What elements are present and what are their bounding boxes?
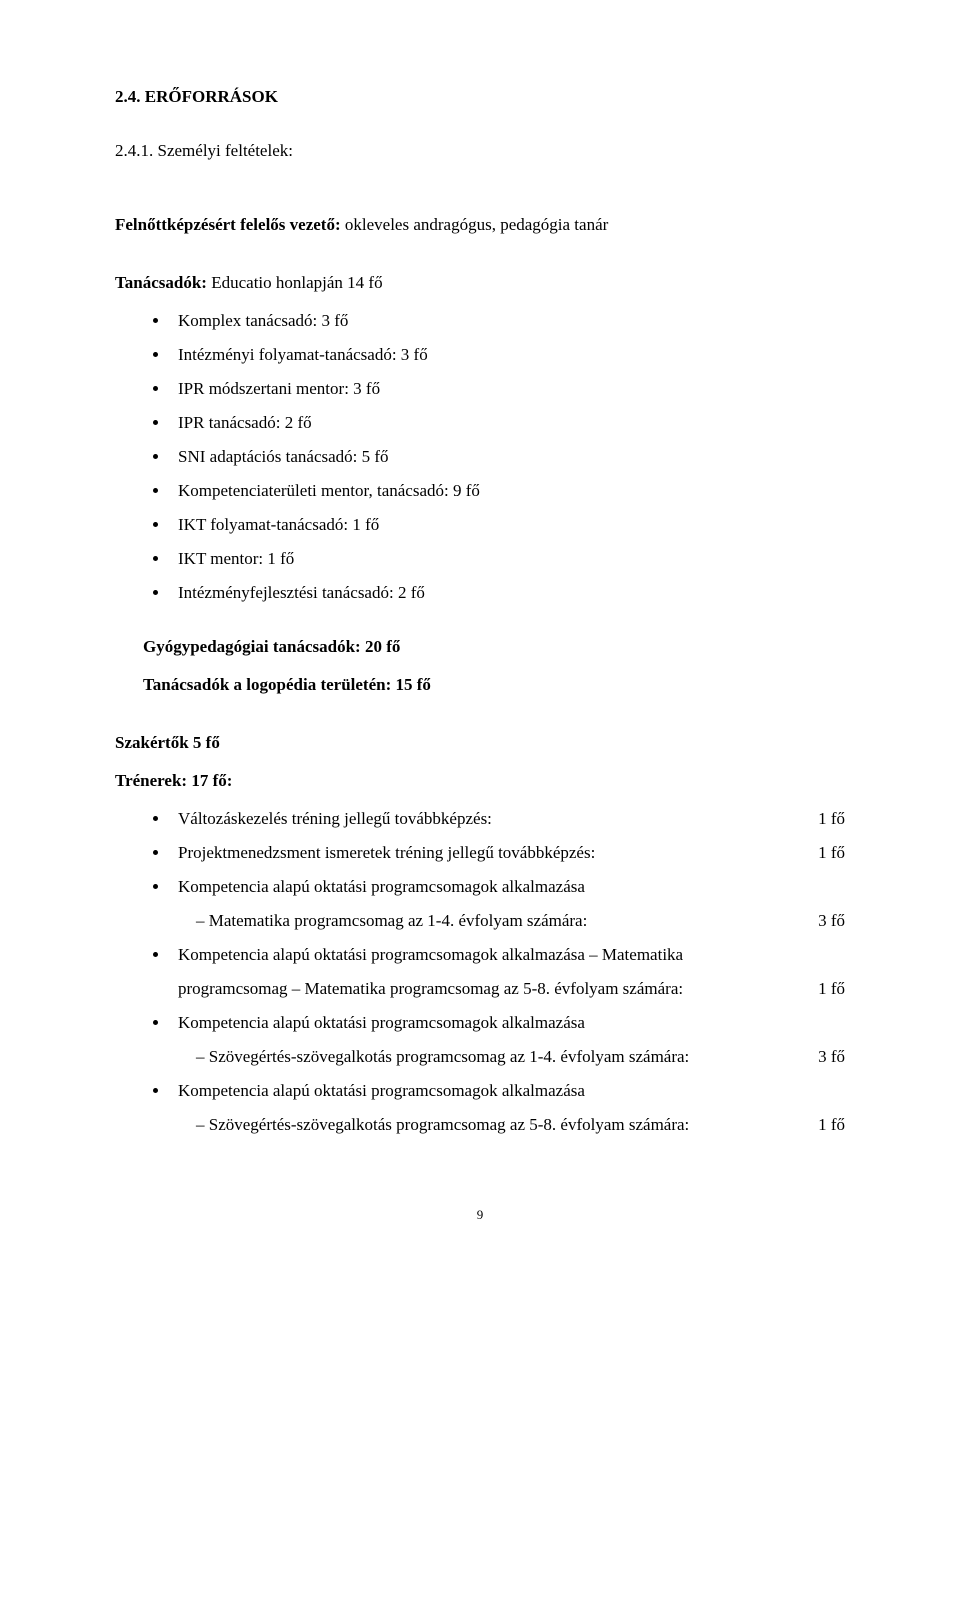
list-item: Intézményfejlesztési tanácsadó: 2 fő bbox=[170, 576, 845, 610]
spacer bbox=[115, 706, 845, 726]
item-count: 1 fő bbox=[798, 836, 845, 870]
list-item: Kompetencia alapú oktatási programcsomag… bbox=[170, 1074, 845, 1142]
list-item: Kompetencia alapú oktatási programcsomag… bbox=[170, 870, 845, 938]
item-count: 1 fő bbox=[798, 802, 845, 836]
list-item: IPR módszertani mentor: 3 fő bbox=[170, 372, 845, 406]
item-text: Változáskezelés tréning jellegű továbbké… bbox=[178, 802, 798, 836]
item-subrow: – Szövegértés-szövegalkotás programcsoma… bbox=[196, 1108, 845, 1142]
list-item: Komplex tanácsadó: 3 fő bbox=[170, 304, 845, 338]
logopedia-line: Tanácsadók a logopédia területén: 15 fő bbox=[143, 668, 845, 702]
lead-label: Felnőttképzésért felelős vezető: bbox=[115, 215, 341, 234]
sub-text: programcsomag – Matematika programcsomag… bbox=[178, 972, 798, 1006]
tanacsadok-label: Tanácsadók: bbox=[115, 273, 207, 292]
spacer bbox=[115, 246, 845, 266]
item-text: Projektmenedzsment ismeretek tréning jel… bbox=[178, 836, 798, 870]
list-item: IKT folyamat-tanácsadó: 1 fő bbox=[170, 508, 845, 542]
list-item: Kompetenciaterületi mentor, tanácsadó: 9… bbox=[170, 474, 845, 508]
item-subrow: programcsomag – Matematika programcsomag… bbox=[178, 972, 845, 1006]
item-text: Kompetencia alapú oktatási programcsomag… bbox=[178, 1074, 845, 1108]
sub-count: 1 fő bbox=[798, 1108, 845, 1142]
lead-value: okleveles andragógus, pedagógia tanár bbox=[345, 215, 608, 234]
trenerek-list: Változáskezelés tréning jellegű továbbké… bbox=[115, 802, 845, 1142]
list-item: Változáskezelés tréning jellegű továbbké… bbox=[170, 802, 845, 836]
subsection-heading: 2.4.1. Személyi feltételek: bbox=[115, 134, 845, 168]
sub-count: 3 fő bbox=[798, 1040, 845, 1074]
document-page: 2.4. ERŐFORRÁSOK 2.4.1. Személyi feltéte… bbox=[0, 0, 960, 1268]
trenerek-heading: Trénerek: 17 fő: bbox=[115, 764, 845, 798]
sub-count: 1 fő bbox=[798, 972, 845, 1006]
list-item: Kompetencia alapú oktatási programcsomag… bbox=[170, 1006, 845, 1074]
tanacsadok-value: Educatio honlapján 14 fő bbox=[211, 273, 382, 292]
item-row: Projektmenedzsment ismeretek tréning jel… bbox=[178, 836, 845, 870]
list-item: IKT mentor: 1 fő bbox=[170, 542, 845, 576]
item-text: Kompetencia alapú oktatási programcsomag… bbox=[178, 870, 845, 904]
spacer bbox=[115, 188, 845, 208]
list-item: Projektmenedzsment ismeretek tréning jel… bbox=[170, 836, 845, 870]
section-heading: 2.4. ERŐFORRÁSOK bbox=[115, 80, 845, 114]
list-item: SNI adaptációs tanácsadó: 5 fő bbox=[170, 440, 845, 474]
list-item: IPR tanácsadó: 2 fő bbox=[170, 406, 845, 440]
sub-count: 3 fő bbox=[798, 904, 845, 938]
tanacsadok-list: Komplex tanácsadó: 3 fő Intézményi folya… bbox=[115, 304, 845, 610]
item-subrow: – Matematika programcsomag az 1-4. évfol… bbox=[196, 904, 845, 938]
page-number: 9 bbox=[115, 1202, 845, 1228]
item-text: Kompetencia alapú oktatási programcsomag… bbox=[178, 938, 845, 972]
gyogyped-line: Gyógypedagógiai tanácsadók: 20 fő bbox=[143, 630, 845, 664]
sub-text: – Szövegértés-szövegalkotás programcsoma… bbox=[196, 1040, 798, 1074]
list-item: Intézményi folyamat-tanácsadó: 3 fő bbox=[170, 338, 845, 372]
sub-text: – Szövegértés-szövegalkotás programcsoma… bbox=[196, 1108, 798, 1142]
sub-text: – Matematika programcsomag az 1-4. évfol… bbox=[196, 904, 798, 938]
list-item: Kompetencia alapú oktatási programcsomag… bbox=[170, 938, 845, 1006]
tanacsadok-heading: Tanácsadók: Educatio honlapján 14 fő bbox=[115, 266, 845, 300]
szakertok-line: Szakértők 5 fő bbox=[115, 726, 845, 760]
item-text: Kompetencia alapú oktatási programcsomag… bbox=[178, 1006, 845, 1040]
item-row: Változáskezelés tréning jellegű továbbké… bbox=[178, 802, 845, 836]
lead-line: Felnőttképzésért felelős vezető: oklevel… bbox=[115, 208, 845, 242]
indented-section: Gyógypedagógiai tanácsadók: 20 fő Tanács… bbox=[115, 630, 845, 702]
item-subrow: – Szövegértés-szövegalkotás programcsoma… bbox=[196, 1040, 845, 1074]
